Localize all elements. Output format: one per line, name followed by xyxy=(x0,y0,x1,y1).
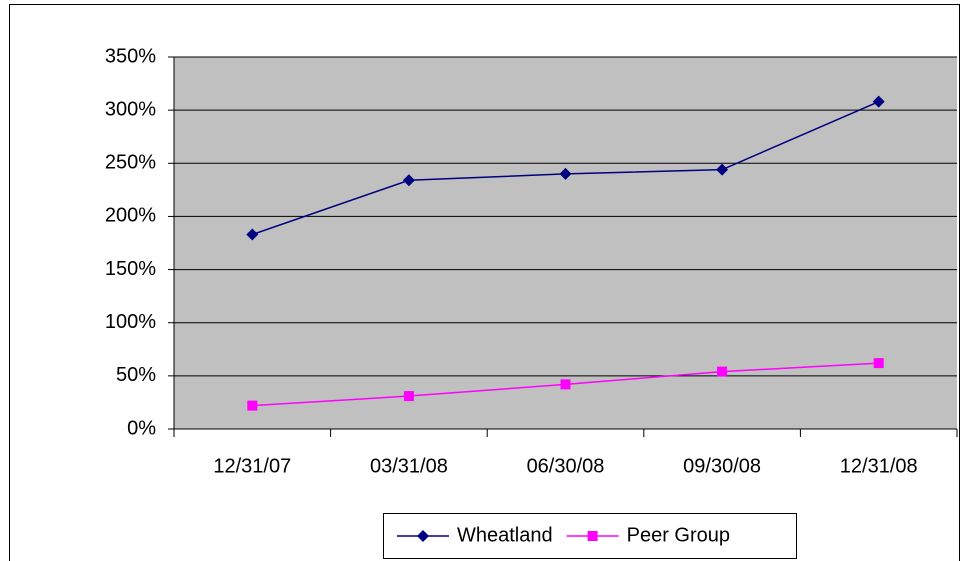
y-tick-label: 350% xyxy=(105,45,156,67)
data-point xyxy=(717,366,728,377)
x-tick-label: 12/31/07 xyxy=(213,455,291,477)
y-tick-label: 300% xyxy=(105,98,156,120)
data-point xyxy=(560,379,571,390)
legend-label: Peer Group xyxy=(627,524,730,546)
x-tick-label: 06/30/08 xyxy=(527,455,605,477)
x-tick-label: 09/30/08 xyxy=(683,455,761,477)
data-point xyxy=(559,167,572,180)
data-point xyxy=(872,95,885,108)
data-point xyxy=(402,174,415,187)
data-point xyxy=(247,400,258,411)
x-tick-label: 12/31/08 xyxy=(840,455,918,477)
legend-marker xyxy=(587,531,598,541)
chart-frame xyxy=(9,4,960,561)
y-tick-label: 250% xyxy=(105,152,156,174)
legend-label: Wheatland xyxy=(457,524,553,546)
data-point xyxy=(873,358,884,369)
plot-area xyxy=(174,57,957,429)
data-point xyxy=(246,228,259,241)
y-tick-label: 200% xyxy=(105,205,156,227)
data-point xyxy=(716,163,729,176)
y-tick-label: 150% xyxy=(105,258,156,280)
y-tick-label: 0% xyxy=(127,417,156,439)
data-point xyxy=(403,391,414,402)
legend-marker xyxy=(417,530,429,542)
y-tick-label: 50% xyxy=(116,364,156,386)
x-tick-label: 03/31/08 xyxy=(370,455,448,477)
y-tick-label: 100% xyxy=(105,311,156,333)
